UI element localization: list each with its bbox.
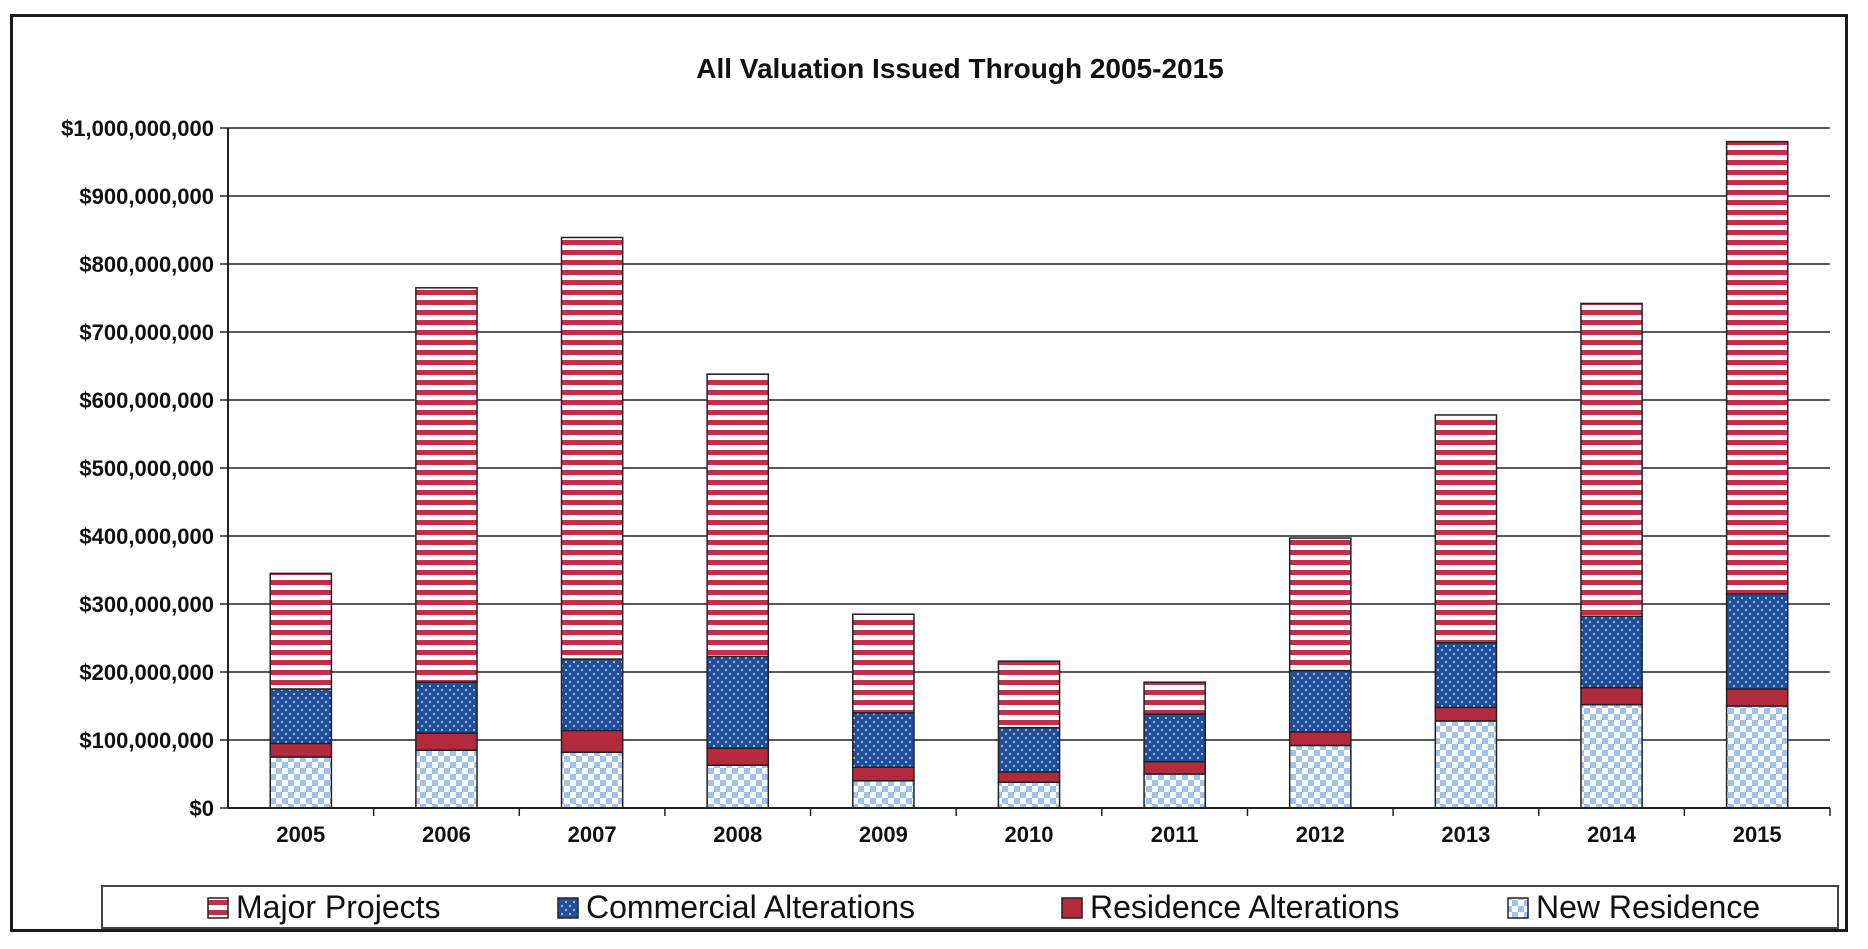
legend-swatch-residence-alterations [1061,897,1083,919]
y-tick-label: $700,000,000 [79,320,214,345]
bar-residence-alterations [706,747,770,766]
bar-new-residence [706,764,770,809]
legend-label-new-residence: New Residence [1536,889,1760,925]
bar-new-residence [1580,703,1643,809]
x-tick-label: 2008 [713,822,762,847]
bar-major-projects [997,660,1061,729]
bar-major-projects [852,613,915,714]
x-tick-label: 2010 [1005,822,1054,847]
bar-commercial-alterations [1434,642,1498,709]
bar-major-projects [269,572,333,690]
bar-stack-2011 [1143,681,1206,809]
x-tick-label: 2015 [1733,822,1782,847]
bar-stack-2006 [415,287,478,809]
bar-series [269,140,1789,809]
bar-stack-2013 [1434,414,1498,809]
bar-residence-alterations [852,766,915,782]
axes [227,128,1831,816]
x-tick-label: 2005 [276,822,325,847]
bar-stack-2014 [1580,302,1643,809]
bar-residence-alterations [560,729,624,753]
bar-new-residence [1725,705,1789,809]
bar-commercial-alterations [1580,615,1643,689]
chart-title: All Valuation Issued Through 2005-2015 [696,53,1224,84]
bar-major-projects [415,287,478,683]
bar-commercial-alterations [1288,669,1352,733]
y-axis-tick-labels: $0 $100,000,000 $200,000,000 $300,000,000 $4… [61,116,214,821]
bar-major-projects [1434,414,1498,644]
bar-new-residence [1434,720,1498,809]
legend-label-residence-alterations: Residence Alterations [1090,889,1400,925]
bar-residence-alterations [1288,731,1352,747]
legend-swatch-new-residence [1507,897,1529,919]
bar-residence-alterations [1143,761,1206,775]
x-tick-label: 2006 [422,822,471,847]
bar-new-residence [415,749,478,809]
bar-commercial-alterations [997,727,1061,773]
legend: Major Projects Commercial Alterations Resi… [101,885,1839,929]
bar-stack-2007 [560,236,624,809]
x-axis-tick-labels: 2005 2006 2007 2008 2009 2010 2011 2012 2013 2014… [276,822,1781,847]
bar-stack-2009 [852,613,915,809]
bar-new-residence [997,781,1061,809]
x-tick-label: 2007 [568,822,617,847]
bar-residence-alterations [1580,686,1643,706]
bar-stack-2010 [997,660,1061,809]
x-tick-label: 2011 [1151,822,1199,847]
y-tick-label: $600,000,000 [79,388,214,413]
bar-major-projects [1725,140,1789,595]
legend-swatch-major-projects [207,897,229,919]
bar-residence-alterations [415,732,478,751]
x-tick-label: 2014 [1587,822,1637,847]
y-tick-label: $0 [190,796,214,821]
y-tick-label: $500,000,000 [79,456,214,481]
bar-residence-alterations [997,771,1061,783]
bar-residence-alterations [1434,706,1498,722]
bar-major-projects [706,373,770,658]
bar-commercial-alterations [1725,593,1789,690]
bar-commercial-alterations [1143,713,1206,763]
x-tick-label: 2012 [1296,822,1345,847]
y-tick-label: $400,000,000 [79,524,214,549]
bar-commercial-alterations [560,658,624,732]
bar-stack-2008 [706,373,770,809]
bar-commercial-alterations [269,688,333,745]
y-tick-label: $1,000,000,000 [61,116,214,141]
y-tick-label: $200,000,000 [79,660,214,685]
bar-new-residence [1288,744,1352,809]
legend-label-major-projects: Major Projects [236,889,441,925]
bar-stack-2005 [269,572,333,809]
bar-residence-alterations [1725,688,1789,707]
bar-commercial-alterations [852,712,915,768]
bar-commercial-alterations [415,681,478,734]
bar-stack-2012 [1288,537,1352,809]
y-tick-label: $100,000,000 [79,728,214,753]
bar-stack-2015 [1725,140,1789,809]
bar-new-residence [560,751,624,809]
bar-new-residence [852,780,915,809]
bar-major-projects [1580,302,1643,617]
legend-box [101,885,1839,929]
bar-major-projects [1143,681,1206,715]
bar-new-residence [1143,773,1206,809]
y-tick-label: $300,000,000 [79,592,214,617]
bar-major-projects [1288,537,1352,672]
x-tick-label: 2013 [1441,822,1490,847]
bar-residence-alterations [269,742,333,758]
x-tick-label: 2009 [859,822,908,847]
y-tick-label: $900,000,000 [79,184,214,209]
y-tick-label: $800,000,000 [79,252,214,277]
bar-new-residence [269,756,333,809]
legend-swatch-commercial-alterations [557,897,579,919]
legend-label-commercial-alterations: Commercial Alterations [586,889,915,925]
bar-major-projects [560,236,624,660]
bar-commercial-alterations [706,655,770,749]
